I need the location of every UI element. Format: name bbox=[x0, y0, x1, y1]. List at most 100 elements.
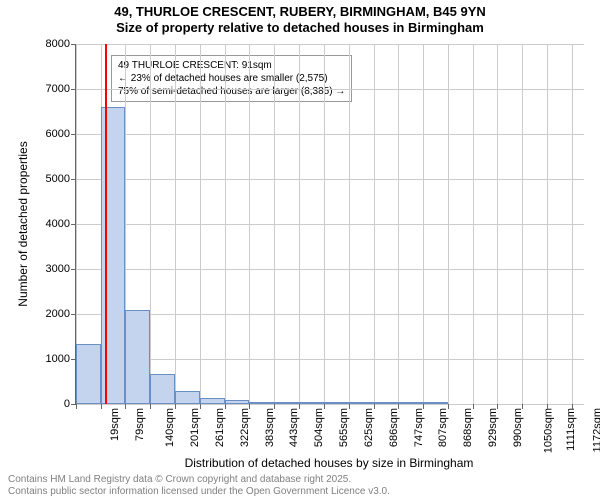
gridline-v bbox=[473, 44, 474, 404]
gridline-h bbox=[76, 89, 584, 90]
xtick-mark bbox=[175, 404, 176, 409]
histogram-bar bbox=[101, 107, 126, 404]
xtick-label: 140sqm bbox=[165, 408, 177, 447]
gridline-v bbox=[423, 44, 424, 404]
histogram-bar bbox=[324, 402, 349, 404]
xtick-mark bbox=[547, 404, 548, 409]
xtick-mark bbox=[200, 404, 201, 409]
footer-line-2: Contains public sector information licen… bbox=[8, 486, 390, 498]
xtick-mark bbox=[522, 404, 523, 409]
x-axis-label: Distribution of detached houses by size … bbox=[75, 456, 583, 470]
histogram-bar bbox=[423, 402, 448, 404]
callout-line-1: 49 THURLOE CRESCENT: 91sqm bbox=[118, 59, 345, 72]
xtick-label: 79sqm bbox=[134, 408, 146, 441]
xtick-mark bbox=[299, 404, 300, 409]
gridline-v bbox=[200, 44, 201, 404]
gridline-h bbox=[76, 314, 584, 315]
gridline-v bbox=[547, 44, 548, 404]
xtick-label: 443sqm bbox=[288, 408, 300, 447]
xtick-mark bbox=[572, 404, 573, 409]
gridline-v bbox=[299, 44, 300, 404]
gridline-h bbox=[76, 269, 584, 270]
gridline-v bbox=[572, 44, 573, 404]
xtick-label: 1050sqm bbox=[543, 408, 555, 453]
gridline-v bbox=[225, 44, 226, 404]
histogram-bar bbox=[398, 402, 423, 404]
histogram-bar bbox=[249, 402, 274, 404]
xtick-label: 625sqm bbox=[363, 408, 375, 447]
xtick-mark bbox=[76, 404, 77, 409]
chart-container: 49, THURLOE CRESCENT, RUBERY, BIRMINGHAM… bbox=[0, 0, 600, 500]
histogram-bar bbox=[225, 400, 250, 404]
histogram-bar bbox=[200, 398, 225, 404]
xtick-label: 747sqm bbox=[413, 408, 425, 447]
xtick-mark bbox=[225, 404, 226, 409]
gridline-v bbox=[374, 44, 375, 404]
xtick-label: 383sqm bbox=[264, 408, 276, 447]
ytick-label: 0 bbox=[64, 398, 76, 410]
xtick-label: 504sqm bbox=[313, 408, 325, 447]
xtick-label: 807sqm bbox=[437, 408, 449, 447]
callout-line-3: 75% of semi-detached houses are larger (… bbox=[118, 85, 345, 98]
xtick-mark bbox=[374, 404, 375, 409]
histogram-bar bbox=[125, 310, 150, 404]
gridline-v bbox=[274, 44, 275, 404]
footer-line-1: Contains HM Land Registry data © Crown c… bbox=[8, 474, 390, 486]
gridline-h bbox=[76, 44, 584, 45]
y-axis-label: Number of detached properties bbox=[16, 141, 30, 306]
gridline-v bbox=[175, 44, 176, 404]
title-line-2: Size of property relative to detached ho… bbox=[0, 20, 600, 36]
gridline-v bbox=[324, 44, 325, 404]
xtick-mark bbox=[473, 404, 474, 409]
xtick-mark bbox=[448, 404, 449, 409]
gridline-v bbox=[150, 44, 151, 404]
gridline-v bbox=[398, 44, 399, 404]
histogram-bar bbox=[299, 402, 324, 404]
xtick-mark bbox=[497, 404, 498, 409]
xtick-label: 990sqm bbox=[512, 408, 524, 447]
xtick-label: 929sqm bbox=[487, 408, 499, 447]
xtick-label: 1172sqm bbox=[592, 408, 600, 452]
xtick-label: 19sqm bbox=[109, 408, 121, 441]
xtick-label: 261sqm bbox=[214, 408, 226, 447]
xtick-label: 868sqm bbox=[462, 408, 474, 447]
footer-attribution: Contains HM Land Registry data © Crown c… bbox=[8, 474, 390, 498]
xtick-label: 565sqm bbox=[338, 408, 350, 447]
xtick-mark bbox=[349, 404, 350, 409]
gridline-v bbox=[522, 44, 523, 404]
xtick-mark bbox=[150, 404, 151, 409]
xtick-label: 1111sqm bbox=[565, 408, 577, 451]
gridline-v bbox=[497, 44, 498, 404]
chart-title: 49, THURLOE CRESCENT, RUBERY, BIRMINGHAM… bbox=[0, 0, 600, 35]
title-line-1: 49, THURLOE CRESCENT, RUBERY, BIRMINGHAM… bbox=[0, 4, 600, 20]
callout-line-2: ← 23% of detached houses are smaller (2,… bbox=[118, 72, 345, 85]
histogram-bar bbox=[76, 344, 101, 404]
gridline-v bbox=[249, 44, 250, 404]
gridline-v bbox=[448, 44, 449, 404]
xtick-mark bbox=[324, 404, 325, 409]
callout-box: 49 THURLOE CRESCENT: 91sqm ← 23% of deta… bbox=[111, 55, 352, 102]
ytick-label: 4000 bbox=[46, 218, 76, 230]
histogram-bar bbox=[349, 402, 374, 404]
gridline-v bbox=[349, 44, 350, 404]
xtick-mark bbox=[101, 404, 102, 409]
histogram-bar bbox=[274, 402, 299, 404]
ytick-label: 2000 bbox=[46, 308, 76, 320]
histogram-bar bbox=[150, 374, 175, 404]
gridline-h bbox=[76, 224, 584, 225]
xtick-mark bbox=[274, 404, 275, 409]
xtick-mark bbox=[398, 404, 399, 409]
xtick-mark bbox=[423, 404, 424, 409]
ytick-label: 5000 bbox=[46, 173, 76, 185]
xtick-mark bbox=[125, 404, 126, 409]
ytick-label: 6000 bbox=[46, 128, 76, 140]
ytick-label: 1000 bbox=[46, 353, 76, 365]
ytick-label: 3000 bbox=[46, 263, 76, 275]
plot-area: 49 THURLOE CRESCENT: 91sqm ← 23% of deta… bbox=[75, 44, 584, 405]
gridline-h bbox=[76, 134, 584, 135]
histogram-bar bbox=[175, 391, 200, 404]
property-marker-line bbox=[105, 44, 107, 404]
gridline-h bbox=[76, 359, 584, 360]
xtick-label: 322sqm bbox=[239, 408, 251, 447]
xtick-label: 201sqm bbox=[190, 408, 202, 447]
